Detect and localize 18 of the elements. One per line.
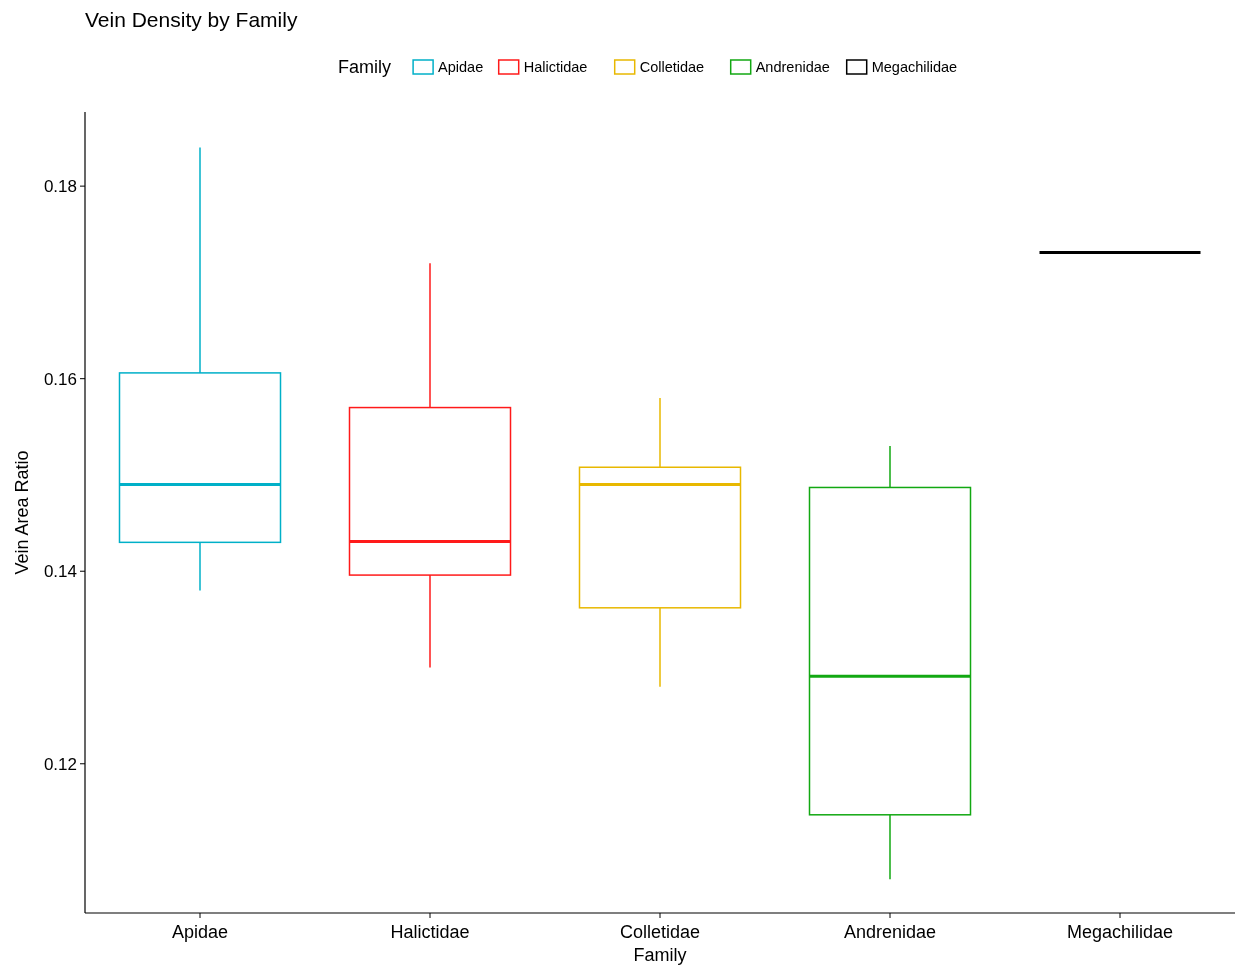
chart-title: Vein Density by Family xyxy=(85,8,298,31)
x-axis-title: Family xyxy=(633,945,687,965)
legend-label: Colletidae xyxy=(639,59,705,75)
x-tick-label: Apidae xyxy=(171,922,229,942)
x-tick-label: Megachilidae xyxy=(1066,922,1174,942)
y-tick-label: 0.14 xyxy=(43,562,77,582)
legend-label: Andrenidae xyxy=(755,59,830,75)
y-tick-label: 0.16 xyxy=(43,369,77,389)
y-tick-label: 0.12 xyxy=(43,754,77,774)
x-tick-label: Halictidae xyxy=(390,922,470,942)
x-tick-label: Colletidae xyxy=(619,922,701,942)
legend-title: Family xyxy=(338,57,392,77)
legend-label: Halictidae xyxy=(523,59,588,75)
legend-label: Megachilidae xyxy=(871,59,958,75)
y-tick-label: 0.18 xyxy=(43,177,77,197)
x-tick-label: Andrenidae xyxy=(843,922,937,942)
legend-label: Apidae xyxy=(438,59,484,75)
y-axis-title: Vein Area Ratio xyxy=(12,450,32,575)
